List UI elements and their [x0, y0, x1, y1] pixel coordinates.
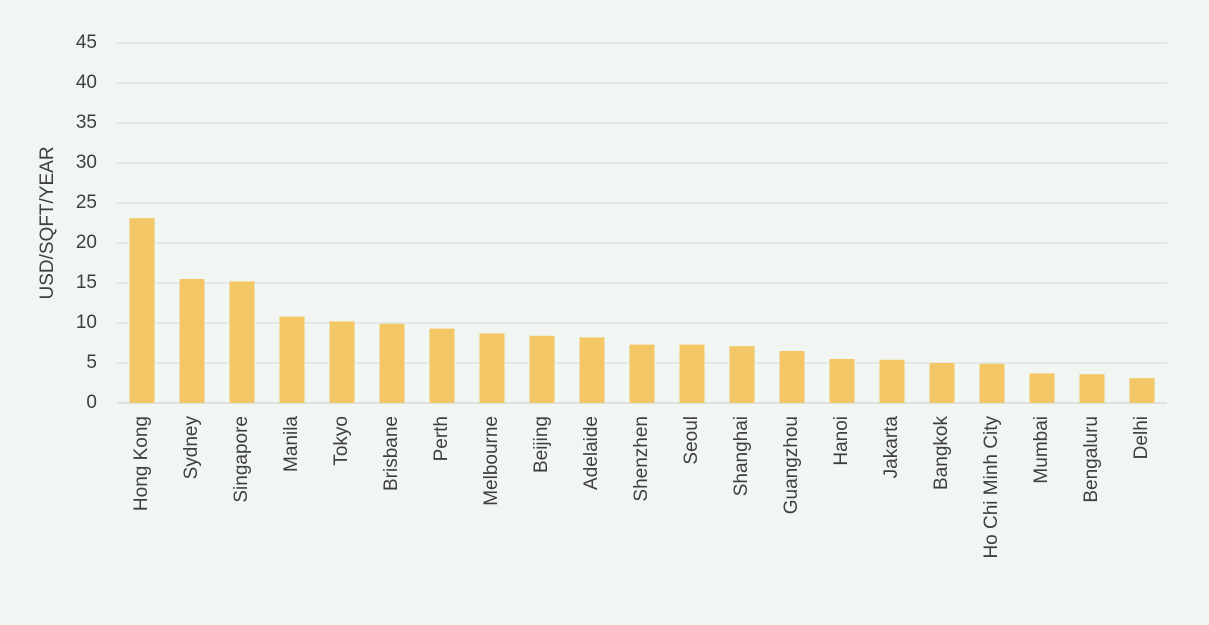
y-tick-label: 40 — [76, 72, 97, 93]
x-tick-label: Sydney — [181, 416, 202, 480]
x-tick-label: Hong Kong — [131, 416, 152, 511]
bar-adelaide — [579, 337, 605, 403]
bar-bangkok — [929, 363, 955, 403]
bar-shanghai — [729, 346, 755, 403]
y-tick-label: 35 — [76, 112, 97, 133]
x-tick-label: Brisbane — [381, 416, 402, 491]
bar-brisbane — [379, 323, 405, 403]
y-tick-label: 25 — [76, 192, 97, 213]
x-tick-label: Seoul — [681, 416, 702, 465]
y-axis-title: USD/SQFT/YEAR — [37, 146, 58, 299]
bar-shenzhen — [629, 344, 655, 403]
x-tick-label: Guangzhou — [781, 416, 802, 514]
bar-mumbai — [1029, 373, 1055, 403]
x-tick-label: Shenzhen — [631, 416, 652, 502]
bar-sydney — [179, 279, 205, 403]
y-tick-label: 30 — [76, 152, 97, 173]
y-tick-label: 5 — [86, 352, 97, 373]
x-tick-label: Bangkok — [931, 416, 952, 490]
y-tick-label: 0 — [86, 392, 97, 413]
x-tick-label: Beijing — [531, 416, 552, 473]
bar-delhi — [1129, 378, 1155, 403]
bar-melbourne — [479, 333, 505, 403]
x-tick-label: Ho Chi Minh City — [981, 416, 1002, 559]
bar-ho-chi-minh-city — [979, 363, 1005, 403]
x-tick-label: Singapore — [231, 416, 252, 503]
x-tick-label: Perth — [431, 416, 452, 461]
bar-perth — [429, 328, 455, 403]
x-tick-label: Manila — [281, 416, 302, 472]
bar-hanoi — [829, 359, 855, 403]
bar-guangzhou — [779, 351, 805, 403]
y-axis-ticks: 0 5 10 15 20 25 30 35 40 45 — [76, 32, 97, 413]
x-tick-label: Delhi — [1131, 416, 1152, 459]
x-tick-label: Bengaluru — [1081, 416, 1102, 503]
bar-beijing — [529, 335, 555, 403]
bar-jakarta — [879, 359, 905, 403]
y-tick-label: 10 — [76, 312, 97, 333]
bar-bengaluru — [1079, 374, 1105, 403]
bar-seoul — [679, 344, 705, 403]
x-tick-label: Mumbai — [1031, 416, 1052, 484]
bar-hong-kong — [129, 218, 155, 403]
x-tick-label: Hanoi — [831, 416, 852, 466]
bars — [129, 218, 1155, 403]
y-tick-label: 20 — [76, 232, 97, 253]
bar-manila — [279, 316, 305, 403]
x-axis-ticks: Hong Kong Sydney Singapore Manila Tokyo Brisb… — [131, 416, 1152, 559]
x-tick-label: Tokyo — [331, 416, 352, 466]
x-tick-label: Adelaide — [581, 416, 602, 490]
y-tick-label: 45 — [76, 32, 97, 53]
x-tick-label: Melbourne — [481, 416, 502, 506]
bar-tokyo — [329, 321, 355, 403]
x-tick-label: Jakarta — [881, 416, 902, 479]
x-tick-label: Shanghai — [731, 416, 752, 496]
y-tick-label: 15 — [76, 272, 97, 293]
bar-singapore — [229, 281, 255, 403]
